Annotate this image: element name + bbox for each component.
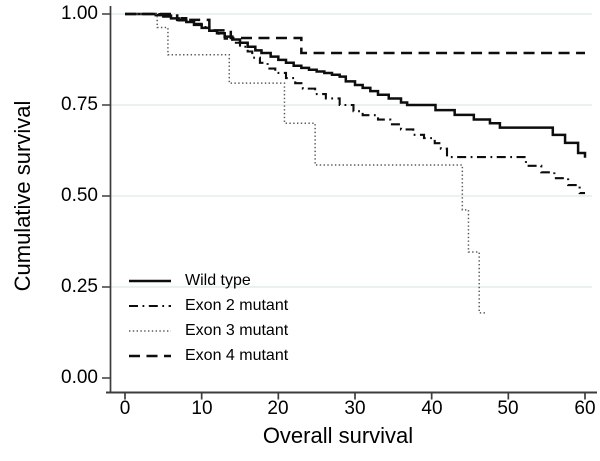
y-axis-title: Cumulative survival <box>10 100 35 292</box>
y-tick-label: 1.00 <box>61 3 98 24</box>
legend-item-wild-type: Wild type <box>128 268 288 293</box>
legend-line-sample <box>129 354 171 357</box>
x-tick-label: 50 <box>497 398 519 419</box>
curve-exon-4-mutant <box>125 12 585 55</box>
x-tick-label: 60 <box>574 398 596 419</box>
legend-line-sample <box>129 279 171 282</box>
x-axis-title: Overall survival <box>262 423 414 448</box>
legend-label: Exon 4 mutant <box>185 346 289 364</box>
y-tick-label: 0.50 <box>61 185 98 206</box>
y-tick-label: 0.25 <box>61 276 98 297</box>
y-tick-label: 0.00 <box>61 367 98 388</box>
legend-item-exon2-mutant: Exon 2 mutant <box>128 293 288 318</box>
legend: Wild type Exon 2 mutant Exon 3 mutant Ex… <box>128 268 288 368</box>
x-tick-label: 40 <box>421 398 443 419</box>
x-tick-label: 0 <box>119 398 131 419</box>
x-tick-label: 20 <box>267 398 289 419</box>
legend-item-exon4-mutant: Exon 4 mutant <box>128 343 288 368</box>
legend-line-sample <box>129 304 171 307</box>
x-tick-label: 10 <box>191 398 213 419</box>
legend-label: Exon 2 mutant <box>185 296 289 314</box>
legend-line-sample <box>129 329 171 332</box>
y-tick-label: 0.75 <box>61 94 98 115</box>
legend-label: Wild type <box>185 271 251 289</box>
legend-label: Exon 3 mutant <box>185 321 289 339</box>
curve-exon-2-mutant <box>125 12 585 195</box>
x-tick-label: 30 <box>344 398 366 419</box>
curve-wild-type <box>125 12 587 158</box>
legend-item-exon3-mutant: Exon 3 mutant <box>128 318 288 343</box>
